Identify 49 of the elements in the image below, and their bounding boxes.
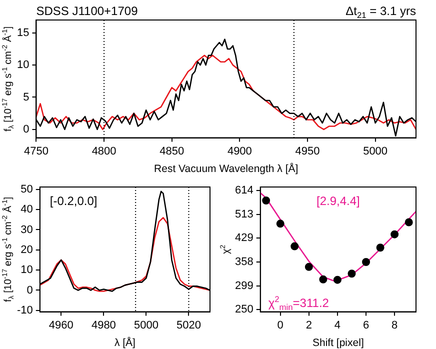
y-tick-label: 614 bbox=[234, 184, 254, 196]
y-tick-label: -10 bbox=[16, 304, 33, 316]
y-tick-label: 250 bbox=[234, 304, 254, 316]
point bbox=[290, 242, 299, 250]
y-tick-label: 5 bbox=[23, 91, 30, 104]
x-axis-title: λ [Å] bbox=[114, 336, 136, 349]
point bbox=[376, 244, 384, 252]
y-tick-label: 0 bbox=[23, 123, 30, 136]
x-tick-label: 0 bbox=[277, 319, 284, 332]
x-tick-label: 4980 bbox=[91, 319, 116, 332]
annotation: [2.9,4.4] bbox=[316, 194, 360, 208]
y-tick-label: 15 bbox=[16, 26, 30, 39]
x-tick-label: 4950 bbox=[295, 145, 320, 158]
y-tick-label: 299 bbox=[234, 280, 254, 292]
x-tick-label: 4900 bbox=[227, 145, 252, 158]
y-tick-label: 0 bbox=[26, 284, 33, 296]
y-tick-label: 10 bbox=[16, 59, 30, 72]
point bbox=[390, 230, 399, 238]
x-tick-label: 4960 bbox=[48, 319, 74, 332]
y-tick-label: 513 bbox=[234, 208, 254, 220]
point bbox=[333, 276, 342, 284]
point bbox=[262, 196, 270, 205]
chart-title: SDSS J1100+1709 bbox=[36, 4, 138, 18]
y-tick-label: 40 bbox=[20, 204, 33, 216]
x-tick-label: 4850 bbox=[160, 145, 184, 158]
y-tick-label: 429 bbox=[234, 232, 254, 244]
y-tick-label: 20 bbox=[20, 244, 33, 256]
point bbox=[319, 275, 328, 284]
x-axis-title: Shift [pixel] bbox=[312, 337, 364, 349]
point bbox=[276, 220, 284, 228]
x-tick-label: 4750 bbox=[24, 145, 48, 158]
point bbox=[348, 270, 356, 278]
y-tick-label: 30 bbox=[20, 224, 33, 236]
x-tick-label: 5000 bbox=[363, 145, 388, 158]
x-axis-title: Rest Vacuum Wavelength λ [Å] bbox=[154, 162, 298, 175]
x-tick-label: 5000 bbox=[134, 319, 158, 332]
x-tick-label: 2 bbox=[306, 319, 312, 332]
y-tick-label: 10 bbox=[20, 264, 33, 276]
point bbox=[362, 258, 370, 266]
y-tick-label: 50 bbox=[20, 183, 33, 196]
x-tick-label: 5020 bbox=[176, 319, 201, 332]
x-tick-label: 8 bbox=[392, 319, 398, 332]
y-tick-label: 358 bbox=[234, 256, 254, 268]
x-tick-label: 6 bbox=[362, 319, 370, 332]
x-tick-label: 4800 bbox=[92, 145, 116, 158]
point bbox=[304, 262, 313, 271]
point bbox=[404, 218, 413, 226]
annotation: [-0.2,0.0] bbox=[50, 194, 98, 208]
x-tick-label: 4 bbox=[334, 319, 341, 332]
